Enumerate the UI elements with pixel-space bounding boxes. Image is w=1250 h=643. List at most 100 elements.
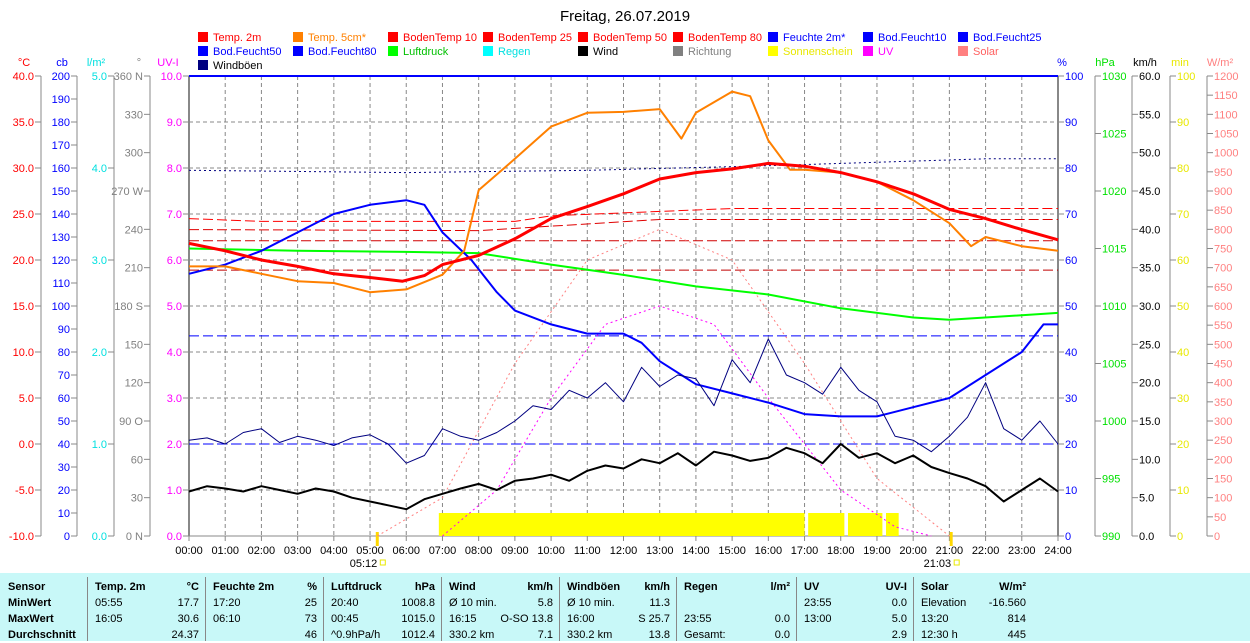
axis-tick-label: 0 [1065, 531, 1071, 543]
axis-tick-label: 200 [52, 71, 70, 83]
axis-tick-label: 20 [1177, 439, 1189, 451]
stats-column: Temp. 2m °C 05:55 17.7 16:05 30.6 24.37 [88, 577, 206, 641]
sunshine-bar [438, 513, 805, 536]
axis-tick-label: 0.0 [167, 531, 182, 543]
axis-tick-label: 2.0 [167, 439, 182, 451]
axis-tick-label: 7.0 [167, 209, 182, 221]
legend-label: Feuchte 2m* [783, 32, 846, 44]
axis-tick-label: 1.0 [167, 485, 182, 497]
axis-solar: W/m²120011501100105010009509008508007507… [1206, 57, 1238, 543]
stats-value: S 25.7 [638, 613, 670, 625]
axis-cb: cb20019018017016015014013012011010090807… [52, 57, 78, 543]
axis-tick-label: 70 [1177, 209, 1189, 221]
axis-tick-label: 5.0 [167, 301, 182, 313]
axis-tick-label: -10.0 [9, 531, 34, 543]
stats-value: 17:20 [213, 597, 241, 609]
axis-tick-label: 0.0 [1139, 531, 1154, 543]
legend-label: BodenTemp 80 [688, 32, 762, 44]
legend-item: Wind [578, 46, 618, 58]
axis-tick-label: 0.0 [19, 439, 34, 451]
axis-tick-label: 90 O [119, 416, 143, 428]
stats-value: 0.0 [774, 629, 790, 641]
stats-header: Wind [449, 581, 476, 593]
axis-wind: km/h 60.0 55.0 50.0 45.0 40.0 35.0 30.0 25.0 20.0… [1131, 57, 1160, 543]
legend-swatch [483, 46, 493, 56]
stats-header: Temp. 2m [95, 581, 146, 593]
axis-tick-label: 30.0 [13, 163, 34, 175]
axis-tick-label: 100 [52, 301, 70, 313]
stats-value: 2.9 [891, 629, 907, 641]
legend-swatch [388, 32, 398, 42]
legend-label: Bod.Feucht10 [878, 32, 947, 44]
stats-value: 23:55 [684, 613, 712, 625]
axis-tick-label: 30 [1065, 393, 1077, 405]
stats-value: 24.37 [171, 629, 199, 641]
sunrise-time: 05:12 [350, 558, 378, 570]
axis-tick-label: 100 [1065, 71, 1083, 83]
axis-tick-label: 9.0 [167, 117, 182, 129]
axis-tick-label: 80 [58, 347, 70, 359]
axis-unit-label: W/m² [1207, 57, 1234, 69]
axis-tick-label: 300 [1214, 416, 1232, 428]
axis-tick-label: 4.0 [92, 163, 107, 175]
axis-tick-label: 10 [1177, 485, 1189, 497]
series-bod-feucht25 [188, 158, 1058, 174]
axis-tick-label: 1050 [1214, 129, 1238, 141]
axis-tick-label: 1030 [1102, 71, 1126, 83]
axis-tick-label: 160 [52, 163, 70, 175]
stats-value: 445 [1007, 629, 1026, 641]
x-axis-tick-label: 08:00 [465, 545, 493, 557]
stats-value: -16.560 [988, 597, 1026, 609]
stats-value: 0.0 [891, 597, 907, 609]
series-solar [377, 228, 950, 537]
stats-value: 16:05 [95, 613, 123, 625]
legend-label: Regen [498, 46, 530, 58]
series-wind [188, 443, 1059, 511]
legend-item: Bod.Feucht25 [958, 32, 1042, 44]
axis-tick-label: 170 [52, 140, 70, 152]
legend-item: Bod.Feucht80 [293, 46, 377, 58]
series-temp-2m [188, 161, 1059, 283]
sunset-time: 21:03 [924, 558, 952, 570]
axis-tick-label: 40.0 [13, 71, 34, 83]
x-axis-tick-label: 01:00 [211, 545, 239, 557]
axis-tick-label: 60 [131, 454, 143, 466]
axis-tick-label: 300 [125, 148, 143, 160]
axis-tick-label: 3.0 [167, 393, 182, 405]
x-axis-tick-label: 09:00 [501, 545, 529, 557]
stats-value: 16:15 [449, 613, 477, 625]
axis-tick-label: 45.0 [1139, 186, 1160, 198]
sunshine-bar [847, 513, 883, 536]
axis-tick-label: 2.0 [92, 347, 107, 359]
axis-tick-label: 0 [64, 531, 70, 543]
axis-tick-label: 150 [125, 339, 143, 351]
stats-column: Luftdruck hPa 20:40 1008.8 00:45 1015.0 ^0.9hP… [324, 577, 442, 641]
axis-tick-label: 6.0 [167, 255, 182, 267]
axis-tick-label: 40 [1065, 347, 1077, 359]
series-temp-5cm- [189, 90, 1059, 294]
axis-tick-label: 120 [125, 378, 143, 390]
axis-tick-label: 330 [125, 109, 143, 121]
legend-swatch [958, 32, 968, 42]
series-bodentemp-10 [188, 208, 1058, 222]
stats-column: Windböen km/h Ø 10 min. 11.3 16:00 S 25.7 330.… [560, 577, 677, 641]
legend-item: Regen [483, 46, 530, 58]
sunrise-icon [379, 559, 386, 566]
axis-tick-label: 100 [1214, 493, 1232, 505]
axis-tick-label: 1.0 [92, 439, 107, 451]
axis-tick-label: 3.0 [92, 255, 107, 267]
legend-item: Temp. 5cm* [293, 32, 367, 44]
legend-label: Richtung [688, 46, 731, 58]
axis-tick-label: 20 [58, 485, 70, 497]
sunshine-bar [808, 513, 845, 536]
axis-tick-label: 210 [125, 263, 143, 275]
legend-item: BodenTemp 10 [388, 32, 477, 44]
axis-tick-label: 500 [1214, 339, 1232, 351]
axis-tick-label: 950 [1214, 167, 1232, 179]
stats-value: 13:00 [804, 613, 832, 625]
x-axis-tick-label: 18:00 [827, 545, 855, 557]
legend-label: Bod.Feucht50 [213, 46, 282, 58]
axis-tick-label: 1005 [1102, 359, 1126, 371]
axis-tick-label: 1020 [1102, 186, 1126, 198]
